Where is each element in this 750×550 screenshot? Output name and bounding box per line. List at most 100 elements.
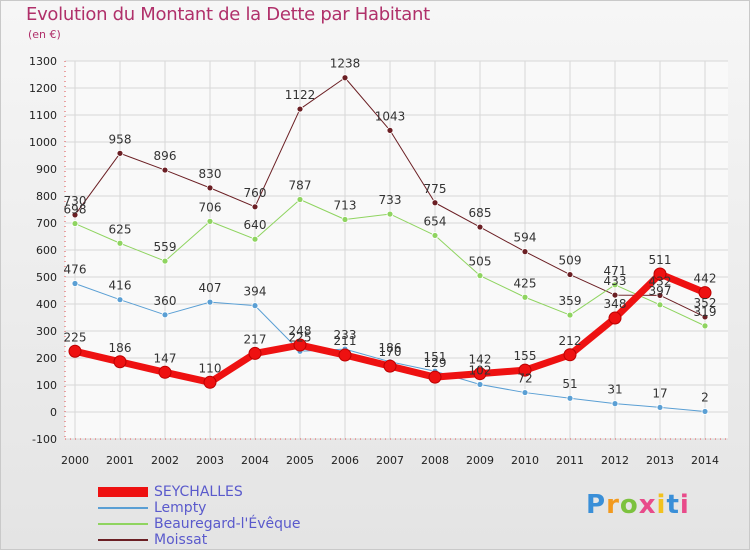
y-tick-label: 400 bbox=[36, 298, 57, 311]
data-point-lempty bbox=[611, 400, 619, 408]
x-tick-label: 2001 bbox=[106, 454, 134, 467]
data-point-lempty bbox=[476, 381, 484, 388]
data-label-moissat: 685 bbox=[469, 206, 492, 220]
y-tick-label: 300 bbox=[36, 325, 57, 338]
data-point-seychalles bbox=[608, 311, 622, 325]
data-label-seychalles: 225 bbox=[64, 330, 87, 344]
data-label-beauregard-l-v-que: 706 bbox=[199, 200, 222, 214]
data-label-lempty: 151 bbox=[424, 350, 447, 364]
data-point-beauregard-l-v-que bbox=[206, 217, 214, 225]
legend-swatch-seychalles bbox=[98, 487, 148, 497]
x-tick-label: 2000 bbox=[61, 454, 89, 467]
data-label-lempty: 51 bbox=[562, 377, 577, 391]
x-tick-label: 2003 bbox=[196, 454, 224, 467]
x-tick-label: 2007 bbox=[376, 454, 404, 467]
data-point-seychalles bbox=[203, 375, 217, 389]
data-label-beauregard-l-v-que: 698 bbox=[64, 203, 87, 217]
data-point-lempty bbox=[656, 404, 664, 411]
data-point-seychalles bbox=[383, 359, 397, 373]
data-label-lempty: 233 bbox=[334, 328, 357, 342]
data-point-lempty bbox=[161, 311, 169, 319]
data-label-beauregard-l-v-que: 733 bbox=[379, 193, 402, 207]
data-point-lempty bbox=[251, 302, 259, 310]
data-label-moissat: 352 bbox=[694, 296, 717, 310]
data-label-moissat: 594 bbox=[514, 231, 537, 245]
data-label-lempty: 31 bbox=[607, 383, 622, 397]
data-point-beauregard-l-v-que bbox=[296, 196, 304, 203]
x-tick-label: 2004 bbox=[241, 454, 269, 467]
data-label-beauregard-l-v-que: 640 bbox=[244, 218, 267, 232]
data-point-moissat bbox=[701, 313, 709, 321]
legend-label-lempty: Lempty bbox=[154, 500, 207, 516]
data-label-moissat: 1122 bbox=[285, 88, 316, 102]
y-tick-label: 1100 bbox=[29, 109, 57, 122]
data-label-moissat: 1238 bbox=[330, 57, 361, 71]
y-tick-label: 1200 bbox=[29, 82, 57, 95]
x-tick-label: 2011 bbox=[556, 454, 584, 467]
y-tick-label: 1300 bbox=[29, 55, 57, 68]
data-label-seychalles: 155 bbox=[514, 349, 537, 363]
data-label-beauregard-l-v-que: 319 bbox=[694, 305, 717, 319]
data-point-beauregard-l-v-que bbox=[386, 210, 394, 218]
legend-label-moissat: Moissat bbox=[154, 532, 208, 548]
x-tick-label: 2005 bbox=[286, 454, 314, 467]
data-label-seychalles: 348 bbox=[604, 297, 627, 311]
data-label-beauregard-l-v-que: 397 bbox=[649, 284, 672, 298]
data-point-beauregard-l-v-que bbox=[521, 293, 529, 301]
data-point-lempty bbox=[521, 389, 529, 396]
data-point-moissat bbox=[206, 184, 214, 192]
data-label-seychalles: 442 bbox=[694, 272, 717, 286]
y-tick-label: 0 bbox=[50, 406, 57, 419]
data-label-lempty: 416 bbox=[109, 279, 132, 293]
data-point-moissat bbox=[341, 74, 349, 82]
data-point-beauregard-l-v-que bbox=[656, 301, 664, 309]
data-label-beauregard-l-v-que: 787 bbox=[289, 179, 312, 193]
data-label-beauregard-l-v-que: 471 bbox=[604, 264, 627, 278]
data-point-beauregard-l-v-que bbox=[476, 272, 484, 280]
data-point-moissat bbox=[656, 291, 664, 299]
data-label-seychalles: 129 bbox=[424, 356, 447, 370]
logo-letter: i bbox=[656, 490, 667, 520]
data-point-moissat bbox=[476, 223, 484, 231]
data-point-beauregard-l-v-que bbox=[116, 239, 124, 247]
data-label-beauregard-l-v-que: 505 bbox=[469, 255, 492, 269]
data-point-lempty bbox=[116, 296, 124, 304]
data-point-seychalles bbox=[68, 344, 82, 358]
legend-label-beauregard: Beauregard-l'Évêque bbox=[154, 516, 301, 532]
y-tick-label: 600 bbox=[36, 244, 57, 257]
data-point-seychalles bbox=[563, 348, 577, 362]
legend-swatch-beauregard bbox=[98, 523, 148, 525]
x-tick-label: 2014 bbox=[691, 454, 719, 467]
data-point-seychalles bbox=[653, 267, 667, 281]
data-point-seychalles bbox=[518, 363, 532, 377]
data-point-beauregard-l-v-que bbox=[431, 232, 439, 239]
chart-title: Evolution du Montant de la Dette par Hab… bbox=[26, 4, 430, 25]
x-tick-label: 2012 bbox=[601, 454, 629, 467]
data-label-lempty: 186 bbox=[379, 341, 402, 355]
data-label-moissat: 432 bbox=[649, 274, 672, 288]
data-label-seychalles: 186 bbox=[109, 341, 132, 355]
data-label-moissat: 730 bbox=[64, 194, 87, 208]
data-label-beauregard-l-v-que: 559 bbox=[154, 240, 177, 254]
logo-letter: o bbox=[619, 490, 639, 520]
x-tick-label: 2006 bbox=[331, 454, 359, 467]
x-tick-label: 2009 bbox=[466, 454, 494, 467]
data-label-seychalles: 212 bbox=[559, 334, 582, 348]
data-label-moissat: 830 bbox=[199, 167, 222, 181]
data-point-seychalles bbox=[293, 338, 307, 352]
data-point-moissat bbox=[251, 203, 259, 211]
data-point-moissat bbox=[431, 199, 439, 207]
data-point-seychalles bbox=[158, 365, 172, 379]
data-point-moissat bbox=[116, 149, 124, 157]
data-label-beauregard-l-v-que: 425 bbox=[514, 276, 537, 290]
y-tick-label: 700 bbox=[36, 217, 57, 230]
data-point-beauregard-l-v-que bbox=[251, 235, 259, 243]
data-point-seychalles bbox=[473, 367, 487, 381]
y-unit-label: (en €) bbox=[28, 28, 61, 41]
proxiti-logo: Proxiti bbox=[586, 490, 690, 520]
data-label-moissat: 1043 bbox=[375, 109, 406, 123]
data-label-moissat: 896 bbox=[154, 149, 177, 163]
x-tick-label: 2010 bbox=[511, 454, 539, 467]
data-label-seychalles: 147 bbox=[154, 351, 177, 365]
